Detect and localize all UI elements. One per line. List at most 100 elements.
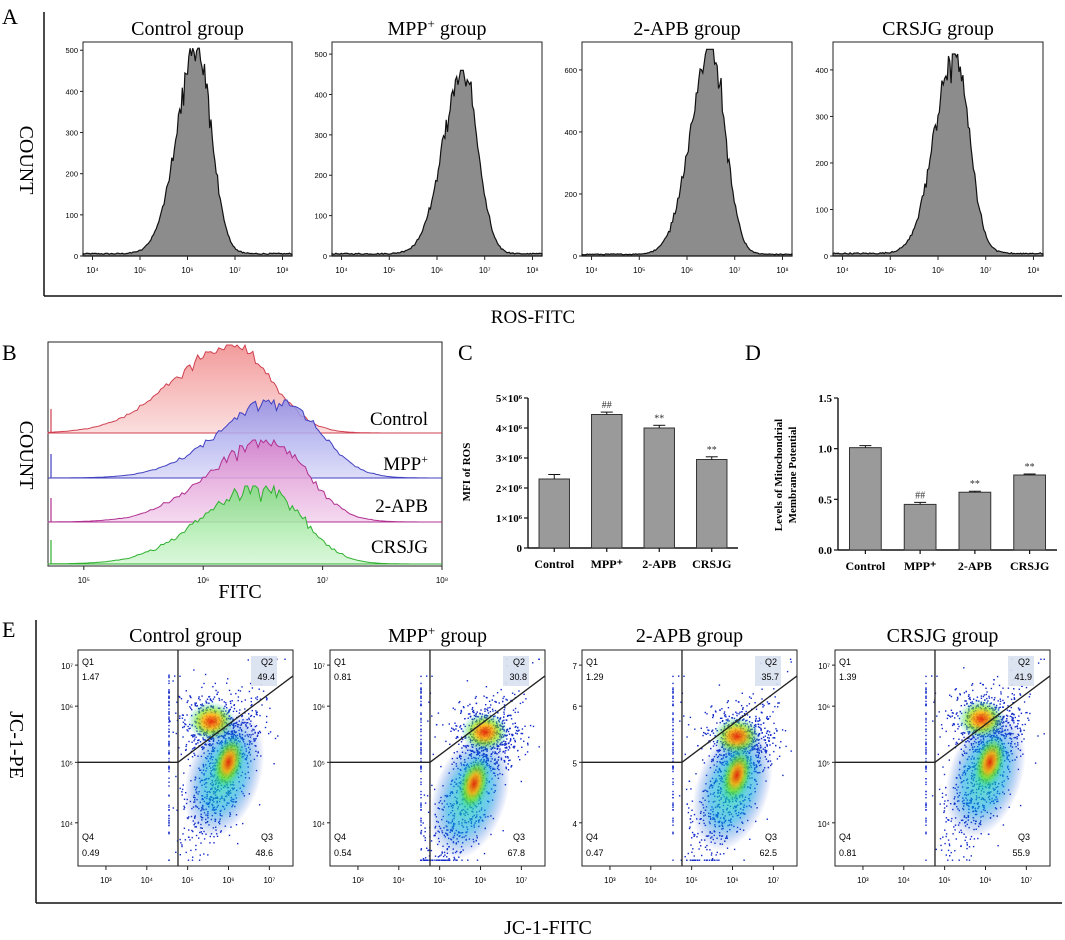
dotplot-point [190,750,193,753]
dotplot-point [688,807,690,809]
dotplot-point [168,674,170,676]
dotplot-point [510,765,513,767]
dotplot-point [1019,708,1021,710]
dotplot-point [440,854,442,856]
dotplot-point [684,753,686,756]
bar-ytick-label: 2×10⁶ [496,483,523,495]
dotplot-point [442,859,444,861]
dotplot-point [967,695,970,697]
bar-4 [696,459,728,549]
dotplot-point [184,723,186,725]
dotplot-point [437,712,440,714]
dotplot-point [440,859,443,861]
histogram-a-xtick-label: 10⁴ [335,266,348,275]
dotplot-point [255,697,257,699]
dotplot-point [420,741,422,743]
dotplot-point [719,717,722,719]
dotplot-point [517,711,519,713]
dotplot-point [454,708,456,711]
bar-category-label: 2-APB [642,557,676,571]
dotplot-point [471,708,473,710]
dotplot-point [925,700,927,703]
dotplot-point [514,707,517,710]
dotplot-point [182,833,184,835]
histogram-a-xtick-label: 10⁶ [181,266,193,275]
dotplot-point [168,804,170,807]
dotplot-point [168,821,170,823]
dotplot-point [977,837,979,840]
dotplot-point [925,809,927,811]
dotplot-point [426,675,428,677]
dotplot-point [176,809,178,811]
dotplot-point [691,831,694,834]
dotplot-point [505,750,507,752]
dotplot-point [201,695,203,697]
dotplot-point [710,747,712,750]
quadrant-q3-value: 67.8 [507,848,525,858]
dotplot-point [509,740,511,742]
dotplot-point [179,854,181,856]
dotplot-point [261,704,263,706]
dotplot-point [179,717,181,719]
histogram-a-ytick-label: 0 [573,252,577,261]
dotplot-point [420,713,422,715]
quadrant-q2-value: 35.7 [761,672,779,682]
dotplot-point [423,794,426,796]
dotplot-point [695,773,697,775]
dotplot-point [690,788,692,790]
dotplot-point [428,859,430,861]
dotplot-point [672,741,674,743]
dotplot-point [672,804,674,807]
dotplot-point [735,699,737,702]
dotplot-point [230,693,232,695]
dotplot-point [232,710,235,713]
dotplot-xtick-label: 10⁴ [393,876,406,885]
dotplot-point [782,774,784,777]
dotplot-point [510,714,512,717]
dotplot-ytick-label: 10⁵ [61,759,73,768]
dotplot-ytick-label: 10⁶ [61,703,73,712]
dotplot-point [187,725,189,728]
dotplot-point [709,734,711,736]
dotplot-point [672,803,674,806]
dotplot-point [247,659,249,661]
dotplot-point [672,753,674,755]
dotplot-point [178,695,180,698]
dotplot-point [767,703,770,705]
dotplot-point [491,708,494,710]
dotplot-point [420,753,422,755]
dotplot-point [448,723,450,725]
histogram-a-ytick-label: 300 [815,112,828,121]
dotplot-point [426,795,429,797]
dotplot-point [434,859,436,861]
panel-c-y-title: MFI of ROS [461,443,473,502]
dotplot-point [490,704,492,706]
dotplot-point [503,704,506,706]
dotplot-ytick-label: 5 [573,759,578,768]
dotplot-point [183,827,186,829]
dotplot-point [484,710,486,712]
dotplot-point [697,745,699,747]
dotplot-point [188,728,190,730]
dotplot-point [420,821,422,823]
dotplot-point [951,712,954,714]
dotplot-point [719,709,721,711]
dotplot-point [672,692,674,694]
dotplot-point [448,858,450,860]
dotplot-point [427,849,429,852]
dotplot-point [925,783,927,786]
dotplot-point [523,740,525,742]
dotplot-point [459,726,461,728]
dotplot-point [190,849,192,852]
dotplot-point [736,712,738,715]
dotplot-point [757,726,760,728]
dotplot-point [1034,762,1037,764]
dotplot-point [168,708,170,710]
dotplot-point [420,849,422,851]
dotplot-point [946,717,949,720]
bar-significance: ## [915,490,925,501]
dotplot-point [213,842,215,844]
dotplot-density-high [187,701,235,741]
dotplot-point [966,847,968,850]
dotplot-point [448,859,451,861]
